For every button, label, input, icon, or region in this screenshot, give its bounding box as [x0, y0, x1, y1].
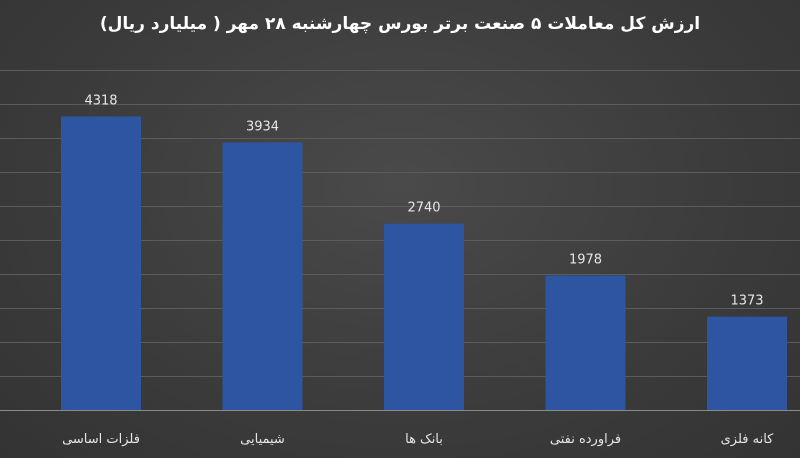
data-labels: 4318 3934 2740 1978 1373	[84, 93, 763, 308]
bar	[384, 223, 464, 410]
bar	[545, 275, 626, 410]
bar-value-label: 1373	[730, 294, 763, 309]
bar-value-label: 1978	[569, 252, 602, 267]
category-labels: فلزات اساسی شیمیایی بانک ها فراورده نفتی کان…	[62, 432, 774, 447]
category-label: بانک ها	[405, 432, 443, 447]
bar-value-label: 3934	[246, 119, 279, 134]
bar	[707, 316, 787, 410]
category-label: شیمیایی	[240, 432, 285, 447]
category-label: فراورده نفتی	[550, 432, 621, 447]
bar-value-label: 2740	[407, 201, 440, 216]
bar-value-label: 4318	[84, 93, 117, 108]
bar	[222, 142, 303, 410]
category-label: فلزات اساسی	[62, 432, 140, 447]
chart-title: ارزش کل معاملات ۵ صنعت برتر بورس چهارشنب…	[99, 14, 701, 34]
bar	[61, 116, 141, 410]
category-label: کانه فلزی	[721, 432, 775, 447]
bars	[61, 116, 787, 410]
